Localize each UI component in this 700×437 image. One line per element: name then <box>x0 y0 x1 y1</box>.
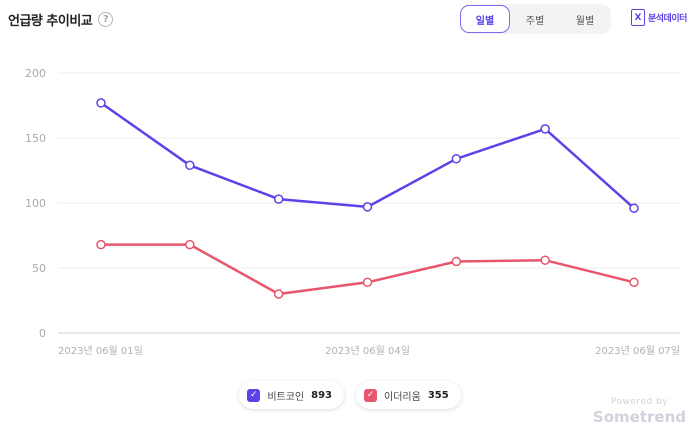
legend-label: 비트코인 <box>267 391 305 403</box>
tab-monthly[interactable]: 월별 <box>575 15 595 27</box>
data-point <box>629 203 639 213</box>
help-icon[interactable]: ? <box>98 11 114 27</box>
period-tabs: 일별 주별 월별 <box>460 4 611 34</box>
y-tick-label: 50 <box>32 262 46 275</box>
export-label: 분석데이터 <box>648 14 687 24</box>
excel-icon: X <box>631 9 645 26</box>
data-point <box>451 256 462 267</box>
export-data-button[interactable]: X 분석데이터 <box>631 9 687 26</box>
x-tick-label: 2023년 06월 04일 <box>325 345 410 357</box>
legend: ✓ 비트코인 893 ✓ 이더리움 355 <box>0 381 700 409</box>
legend-item-bitcoin[interactable]: ✓ 비트코인 893 <box>239 381 344 409</box>
y-tick-label: 150 <box>25 132 46 145</box>
data-point <box>629 277 639 288</box>
tab-daily[interactable]: 일별 <box>460 5 510 33</box>
data-point <box>362 277 373 288</box>
brand-logo: Sometrend <box>592 408 686 426</box>
series-line <box>99 101 636 210</box>
data-point <box>185 239 195 250</box>
checkbox-icon[interactable]: ✓ <box>247 388 261 402</box>
tab-weekly[interactable]: 주별 <box>525 15 545 27</box>
line-chart: 0 50 100 150 200 2023년 06월 01일 2023년 06월 04일 20… <box>25 67 680 357</box>
data-point <box>96 239 106 250</box>
y-tick-label: 200 <box>25 67 46 80</box>
chart-title: 언급량 추이비교 <box>8 13 93 29</box>
powered-by-badge: Powered by Sometrend <box>593 397 686 426</box>
y-tick-label: 100 <box>25 197 46 210</box>
legend-count: 355 <box>427 389 449 401</box>
x-tick-label: 2023년 06월 01일 <box>58 345 143 357</box>
data-point <box>362 202 373 212</box>
legend-count: 893 <box>311 389 332 401</box>
legend-label: 이더리움 <box>384 391 421 403</box>
legend-item-ethereum[interactable]: ✓ 이더리움 355 <box>356 381 461 409</box>
data-point <box>273 194 284 204</box>
data-point <box>451 154 462 164</box>
data-point <box>185 160 195 171</box>
data-point <box>540 124 550 134</box>
chart-header: 언급량 추이비교 ? <box>8 7 114 31</box>
data-point <box>540 255 550 265</box>
data-point <box>96 98 106 108</box>
y-tick-label: 0 <box>39 327 46 340</box>
checkbox-icon[interactable]: ✓ <box>364 388 377 402</box>
powered-by-text: Powered by <box>610 397 669 407</box>
data-point <box>273 289 284 299</box>
x-tick-label: 2023년 06월 07일 <box>595 345 680 357</box>
